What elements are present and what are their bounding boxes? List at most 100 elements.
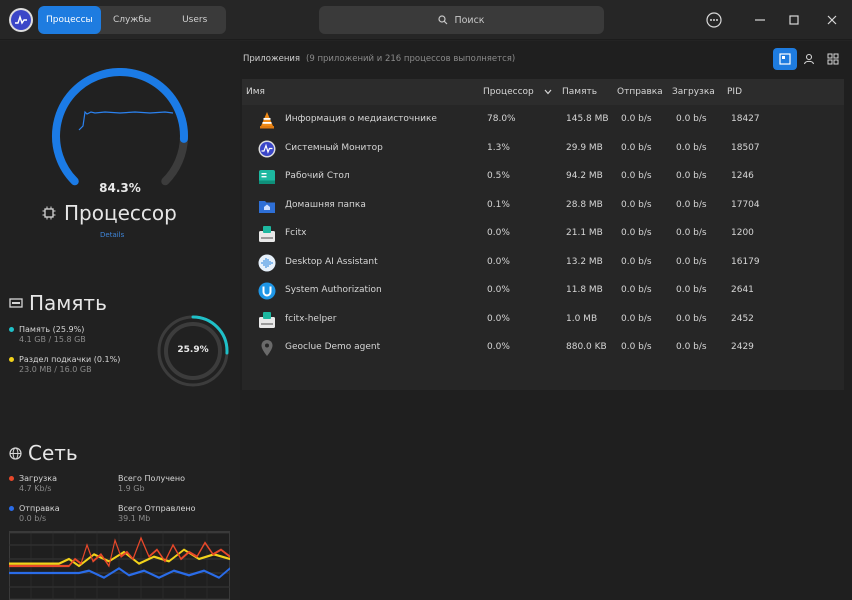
process-name: Desktop AI Assistant (285, 256, 378, 267)
table-row[interactable]: Домашняя папка 0.1% 28.8 MB 0.0 b/s 0.0 … (242, 191, 844, 220)
sent-label: Всего Отправлено (118, 504, 196, 513)
download-value: 4.7 Kb/s (19, 484, 52, 493)
cpu-history-line (78, 110, 174, 131)
menu-button[interactable] (704, 10, 724, 30)
network-chart (9, 531, 230, 600)
memory-ring-fill (157, 315, 229, 387)
ram-value: 4.1 GB / 15.8 GB (19, 335, 86, 344)
download-legend: Загрузка 4.7 Kb/s (9, 474, 57, 493)
process-memory: 29.9 MB (566, 142, 603, 153)
swap-value: 23.0 MB / 16.0 GB (19, 365, 92, 374)
table-row[interactable]: Geoclue Demo agent 0.0% 880.0 KB 0.0 b/s… (242, 333, 844, 362)
close-button[interactable] (822, 10, 842, 30)
process-send: 0.0 b/s (621, 199, 652, 210)
upload-dot-icon (9, 506, 14, 511)
process-pid: 2429 (731, 342, 754, 352)
process-download: 0.0 b/s (676, 199, 707, 210)
fcitx-keyboard-icon (259, 226, 275, 242)
cpu-gauge-fill (52, 68, 188, 186)
title-bar: Процессы Службы Users Поиск (0, 0, 852, 40)
process-pid: 18507 (731, 142, 760, 153)
process-pid: 16179 (731, 256, 760, 267)
column-send[interactable]: Отправка (617, 87, 663, 97)
process-pid: 1246 (731, 171, 754, 181)
process-download: 0.0 b/s (676, 114, 707, 124)
process-download: 0.0 b/s (676, 171, 707, 181)
process-cpu: 0.0% (487, 285, 510, 295)
apps-title: Приложения (243, 54, 301, 64)
table-row[interactable]: Fcitx 0.0% 21.1 MB 0.0 b/s 0.0 b/s 1200 (242, 219, 844, 248)
process-send: 0.0 b/s (621, 256, 652, 267)
process-memory: 880.0 KB (566, 342, 607, 352)
process-panel: Приложения (9 приложений и 216 процессов … (240, 41, 852, 600)
tab-services[interactable]: Службы (112, 15, 152, 25)
table-row[interactable]: Системный Монитор 1.3% 29.9 MB 0.0 b/s 0… (242, 134, 844, 163)
sent-legend: Всего Отправлено 39.1 Mb (118, 504, 196, 523)
table-row[interactable]: System Authorization 0.0% 11.8 MB 0.0 b/… (242, 276, 844, 305)
process-name: Рабочий Стол (285, 171, 350, 181)
process-cpu: 0.0% (487, 256, 510, 267)
process-name: fcitx-helper (285, 313, 337, 324)
tab-processes[interactable]: Процессы (38, 6, 101, 34)
memory-icon (9, 298, 23, 308)
process-download: 0.0 b/s (676, 342, 707, 352)
process-name: Домашняя папка (285, 199, 366, 210)
process-download: 0.0 b/s (676, 313, 707, 324)
process-name: Geoclue Demo agent (285, 342, 381, 352)
vlc-cone-icon (260, 112, 274, 129)
process-name: Fcitx (285, 228, 307, 238)
process-memory: 11.8 MB (566, 285, 603, 295)
table-row[interactable]: Информация о медиаисточнике 78.0% 145.8 … (242, 105, 844, 134)
download-line (9, 536, 230, 568)
cpu-title: Процессор (42, 201, 177, 225)
column-download[interactable]: Загрузка (672, 87, 715, 97)
memory-title-label: Память (29, 291, 107, 315)
system-monitor-icon (258, 140, 276, 157)
process-name: Информация о медиаисточнике (285, 114, 437, 124)
ram-dot-icon (9, 327, 14, 332)
upload-value: 0.0 b/s (19, 514, 47, 523)
table-row[interactable]: Desktop AI Assistant 0.0% 13.2 MB 0.0 b/… (242, 248, 844, 277)
memory-ring-label: 25.9% (177, 345, 209, 355)
user-view-button[interactable] (797, 48, 821, 70)
download-label: Загрузка (19, 474, 58, 483)
upload-legend: Отправка 0.0 b/s (9, 504, 60, 523)
process-send: 0.0 b/s (621, 313, 652, 324)
minimize-button[interactable] (750, 10, 770, 30)
cpu-percent: 84.3% (99, 181, 141, 195)
maximize-button[interactable] (784, 10, 804, 30)
cpu-details-link[interactable]: Details (100, 231, 125, 239)
process-name: System Authorization (285, 285, 382, 295)
table-row[interactable]: Рабочий Стол 0.5% 94.2 MB 0.0 b/s 0.0 b/… (242, 162, 844, 191)
search-input[interactable]: Поиск (319, 6, 604, 34)
location-pin-icon (261, 340, 273, 356)
upload-line (9, 567, 230, 579)
table-header: Имя Процессор Память Отправка Загрузка P… (242, 79, 844, 105)
process-cpu: 0.1% (487, 199, 510, 210)
swap-label: Раздел подкачки (0.1%) (19, 355, 121, 364)
all-processes-view-button[interactable] (821, 48, 845, 70)
column-memory[interactable]: Память (562, 87, 598, 97)
minimize-icon (755, 19, 765, 21)
search-placeholder: Поиск (454, 14, 485, 26)
process-download: 0.0 b/s (676, 256, 707, 267)
sort-chevron-down-icon[interactable] (544, 89, 552, 95)
process-memory: 21.1 MB (566, 228, 603, 238)
desktop-icon (259, 170, 275, 184)
cpu-gauge (52, 68, 188, 186)
column-pid[interactable]: PID (727, 87, 743, 97)
process-download: 0.0 b/s (676, 285, 707, 295)
process-memory: 1.0 MB (566, 313, 598, 324)
network-title: Сеть (9, 441, 78, 465)
process-memory: 28.8 MB (566, 199, 603, 210)
column-name[interactable]: Имя (246, 87, 265, 97)
column-cpu[interactable]: Процессор (483, 87, 534, 97)
cpu-title-label: Процессор (64, 201, 177, 225)
download-dot-icon (9, 476, 14, 481)
apps-view-button[interactable] (773, 48, 797, 70)
ai-assistant-icon (258, 254, 276, 271)
network-title-label: Сеть (28, 441, 78, 465)
tab-users[interactable]: Users (182, 15, 208, 25)
table-row[interactable]: fcitx-helper 0.0% 1.0 MB 0.0 b/s 0.0 b/s… (242, 305, 844, 334)
swap-dot-icon (9, 357, 14, 362)
